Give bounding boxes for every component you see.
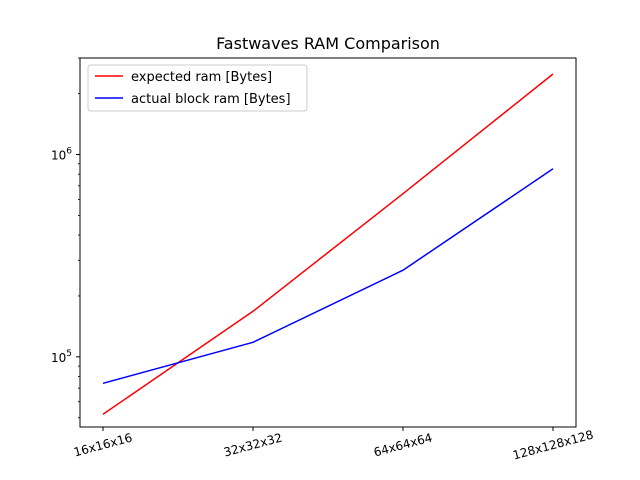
x-tick-label: 128x128x128: [511, 428, 595, 463]
legend-label: expected ram [Bytes]: [131, 70, 272, 85]
chart-title: Fastwaves RAM Comparison: [216, 34, 440, 53]
y-axis: 105 106: [51, 57, 80, 419]
x-tick-label: 32x32x32: [222, 430, 284, 459]
y-tick-label: 106: [51, 147, 72, 163]
axes-frame: [79, 57, 577, 428]
x-axis: 16x16x16 32x32x32 64x64x64 128x128x128: [72, 427, 595, 462]
legend-box: [87, 64, 308, 112]
series-layer: [102, 73, 554, 415]
series-line-0: [102, 73, 554, 415]
series-line-1: [102, 168, 554, 385]
x-tick-label: 64x64x64: [372, 430, 434, 459]
x-tick-label: 16x16x16: [72, 430, 134, 459]
y-tick-label: 105: [51, 349, 72, 365]
legend-label: actual block ram [Bytes]: [131, 92, 291, 107]
legend: expected ram [Bytes] actual block ram [By…: [87, 64, 308, 112]
plot-area: [79, 57, 577, 428]
